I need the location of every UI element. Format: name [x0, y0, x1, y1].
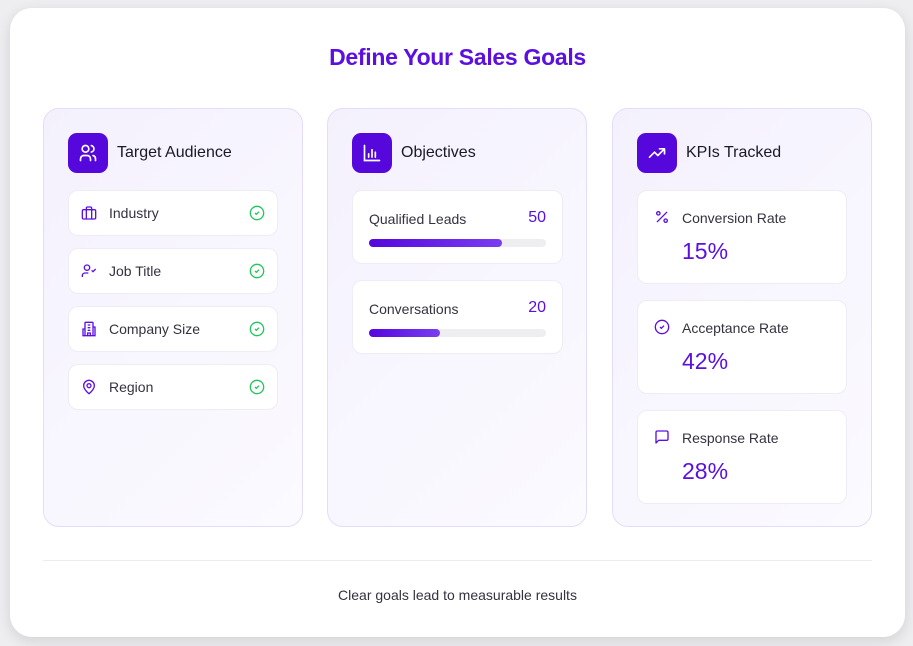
objective-value: 50	[528, 209, 546, 226]
audience-item-industry[interactable]: Industry	[68, 190, 278, 236]
kpi-acceptance-rate: Acceptance Rate 42%	[637, 300, 847, 394]
building-icon	[81, 321, 97, 337]
item-label: Job Title	[109, 263, 162, 279]
audience-item-job-title[interactable]: Job Title	[68, 248, 278, 294]
message-square-icon	[654, 429, 670, 445]
panel-heading: Target Audience	[117, 144, 232, 161]
progress-bar	[369, 239, 546, 247]
audience-item-region[interactable]: Region	[68, 364, 278, 410]
item-label: Company Size	[109, 321, 201, 337]
objectives-panel: Objectives Qualified Leads 50 Conversati…	[327, 108, 587, 527]
footer-text: Clear goals lead to measurable results	[338, 587, 577, 603]
check-circle-icon	[654, 319, 670, 335]
item-label: Region	[109, 379, 154, 395]
user-check-icon	[81, 263, 97, 279]
objective-value: 20	[528, 299, 546, 316]
check-circle-icon	[249, 379, 265, 395]
kpi-label: Conversion Rate	[682, 210, 787, 226]
kpi-value: 42%	[682, 348, 729, 374]
item-label: Industry	[109, 205, 159, 221]
kpi-label: Response Rate	[682, 430, 779, 446]
bar-chart-icon	[352, 133, 392, 173]
kpi-value: 28%	[682, 458, 729, 484]
panel-heading: Objectives	[401, 144, 476, 161]
check-circle-icon	[249, 321, 265, 337]
progress-bar	[369, 329, 546, 337]
kpi-conversion-rate: Conversion Rate 15%	[637, 190, 847, 284]
kpi-label: Acceptance Rate	[682, 320, 789, 336]
page-title: Define Your Sales Goals	[329, 44, 586, 70]
users-icon	[68, 133, 108, 173]
percent-icon	[654, 209, 670, 225]
progress-fill	[369, 239, 502, 247]
objective-qualified-leads: Qualified Leads 50	[352, 190, 563, 264]
audience-item-company-size[interactable]: Company Size	[68, 306, 278, 352]
panel-heading: KPIs Tracked	[686, 144, 782, 161]
check-circle-icon	[249, 263, 265, 279]
divider	[43, 560, 872, 561]
progress-fill	[369, 329, 440, 337]
kpis-panel: KPIs Tracked Conversion Rate 15% Accepta…	[612, 108, 872, 527]
trending-up-icon	[637, 133, 677, 173]
sales-goals-card: Define Your Sales Goals Target Audience …	[10, 8, 905, 637]
map-pin-icon	[81, 379, 97, 395]
briefcase-icon	[81, 205, 97, 221]
kpi-value: 15%	[682, 238, 729, 264]
target-audience-panel: Target Audience Industry Job Title Compa…	[43, 108, 303, 527]
objective-conversations: Conversations 20	[352, 280, 563, 354]
check-circle-icon	[249, 205, 265, 221]
kpi-response-rate: Response Rate 28%	[637, 410, 847, 504]
objective-label: Conversations	[369, 301, 459, 317]
objective-label: Qualified Leads	[369, 211, 467, 227]
